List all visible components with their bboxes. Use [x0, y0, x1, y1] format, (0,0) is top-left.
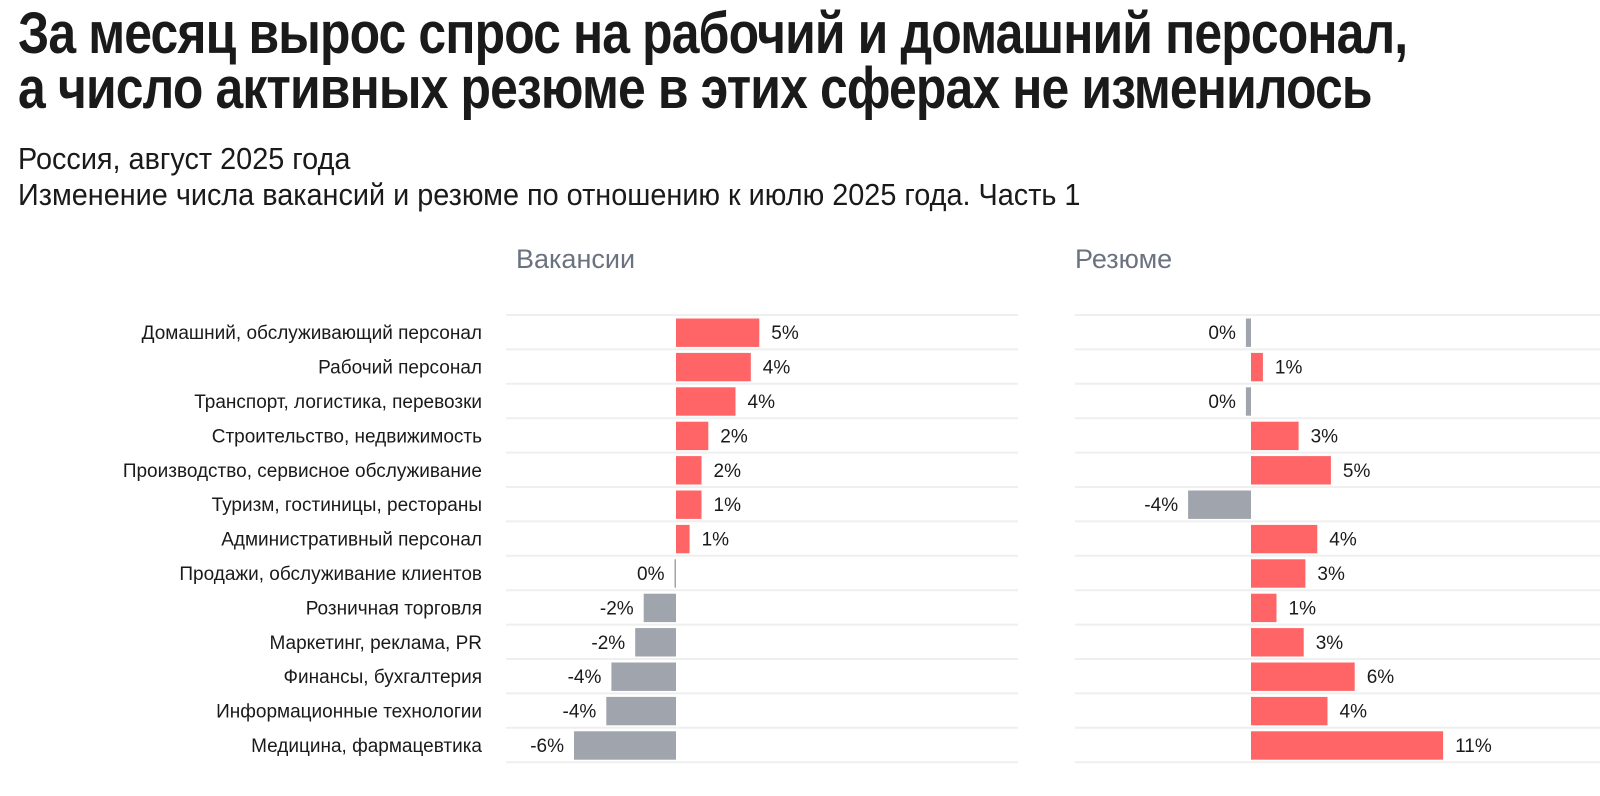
category-label: Производство, сервисное обслуживание — [123, 461, 482, 482]
data-label: 0% — [1208, 392, 1236, 413]
category-label: Продажи, обслуживание клиентов — [179, 564, 482, 585]
data-label: 3% — [1317, 564, 1345, 585]
data-label: 11% — [1455, 736, 1492, 757]
data-label: 4% — [748, 392, 776, 413]
category-label: Финансы, бухгалтерия — [284, 667, 482, 688]
data-label: 4% — [763, 358, 791, 379]
bar — [1251, 628, 1304, 657]
bar — [635, 628, 676, 657]
data-label: 0% — [637, 564, 665, 585]
data-label: 5% — [1343, 461, 1371, 482]
bar — [643, 593, 676, 623]
data-label: 3% — [1316, 633, 1344, 654]
chart-title-line-1: За месяц вырос спрос на рабочий и домашн… — [18, 1, 1408, 66]
data-label: 1% — [702, 530, 730, 551]
bar — [611, 662, 676, 691]
data-label: -2% — [600, 598, 634, 619]
category-label: Транспорт, логистика, перевозки — [194, 392, 482, 413]
bar — [674, 559, 676, 588]
data-label: 1% — [714, 495, 742, 516]
category-label: Рабочий персонал — [318, 358, 482, 379]
data-label: -4% — [568, 667, 602, 688]
data-label: 2% — [720, 426, 748, 447]
bar — [574, 731, 676, 760]
category-label: Туризм, гостиницы, рестораны — [212, 495, 482, 516]
data-label: 1% — [1289, 598, 1317, 619]
bar — [676, 524, 690, 554]
bar — [1188, 490, 1251, 519]
chart-subtitle-region-date: Россия, август 2025 года — [18, 141, 351, 176]
category-label: Административный персонал — [221, 530, 482, 551]
data-label: 3% — [1311, 426, 1339, 447]
data-label: -4% — [563, 702, 597, 723]
bar — [1251, 352, 1263, 382]
bar — [676, 421, 709, 451]
data-label: -4% — [1144, 495, 1178, 516]
data-label: 4% — [1340, 702, 1368, 723]
data-label: 0% — [1208, 323, 1236, 344]
data-label: 5% — [771, 323, 799, 344]
data-label: 6% — [1367, 667, 1395, 688]
category-label: Медицина, фармацевтика — [251, 736, 482, 757]
bar — [1251, 731, 1444, 760]
category-label: Домашний, обслуживающий персонал — [142, 323, 482, 344]
bar — [676, 387, 736, 416]
bar — [1245, 387, 1251, 416]
bar — [1251, 421, 1299, 451]
bar — [1251, 593, 1277, 623]
category-label: Розничная торговля — [306, 598, 482, 619]
chart-title-line-2: а число активных резюме в этих сферах не… — [18, 56, 1373, 121]
bar — [1251, 524, 1318, 554]
category-label: Строительство, недвижимость — [212, 426, 482, 447]
bar — [1251, 696, 1328, 726]
bar — [676, 456, 702, 485]
panel-title-resumes: Резюме — [1075, 244, 1172, 274]
data-label: -6% — [530, 736, 564, 757]
bar — [1245, 318, 1251, 347]
bar — [606, 696, 676, 726]
bar — [676, 352, 751, 382]
chart-subtitle-description: Изменение числа вакансий и резюме по отн… — [18, 177, 1081, 212]
panel-title-vacancies: Вакансии — [516, 244, 635, 274]
data-label: -2% — [591, 633, 625, 654]
bar — [676, 490, 702, 519]
category-label: Информационные технологии — [216, 702, 482, 723]
bar — [1251, 456, 1331, 485]
bar — [1251, 662, 1355, 691]
data-label: 4% — [1329, 530, 1357, 551]
data-label: 1% — [1275, 358, 1303, 379]
chart-title: За месяц вырос спрос на рабочий и домашн… — [18, 1, 1408, 121]
bar — [676, 318, 760, 347]
data-label: 2% — [714, 461, 742, 482]
bar — [1251, 559, 1306, 588]
category-label: Маркетинг, реклама, PR — [269, 633, 482, 654]
